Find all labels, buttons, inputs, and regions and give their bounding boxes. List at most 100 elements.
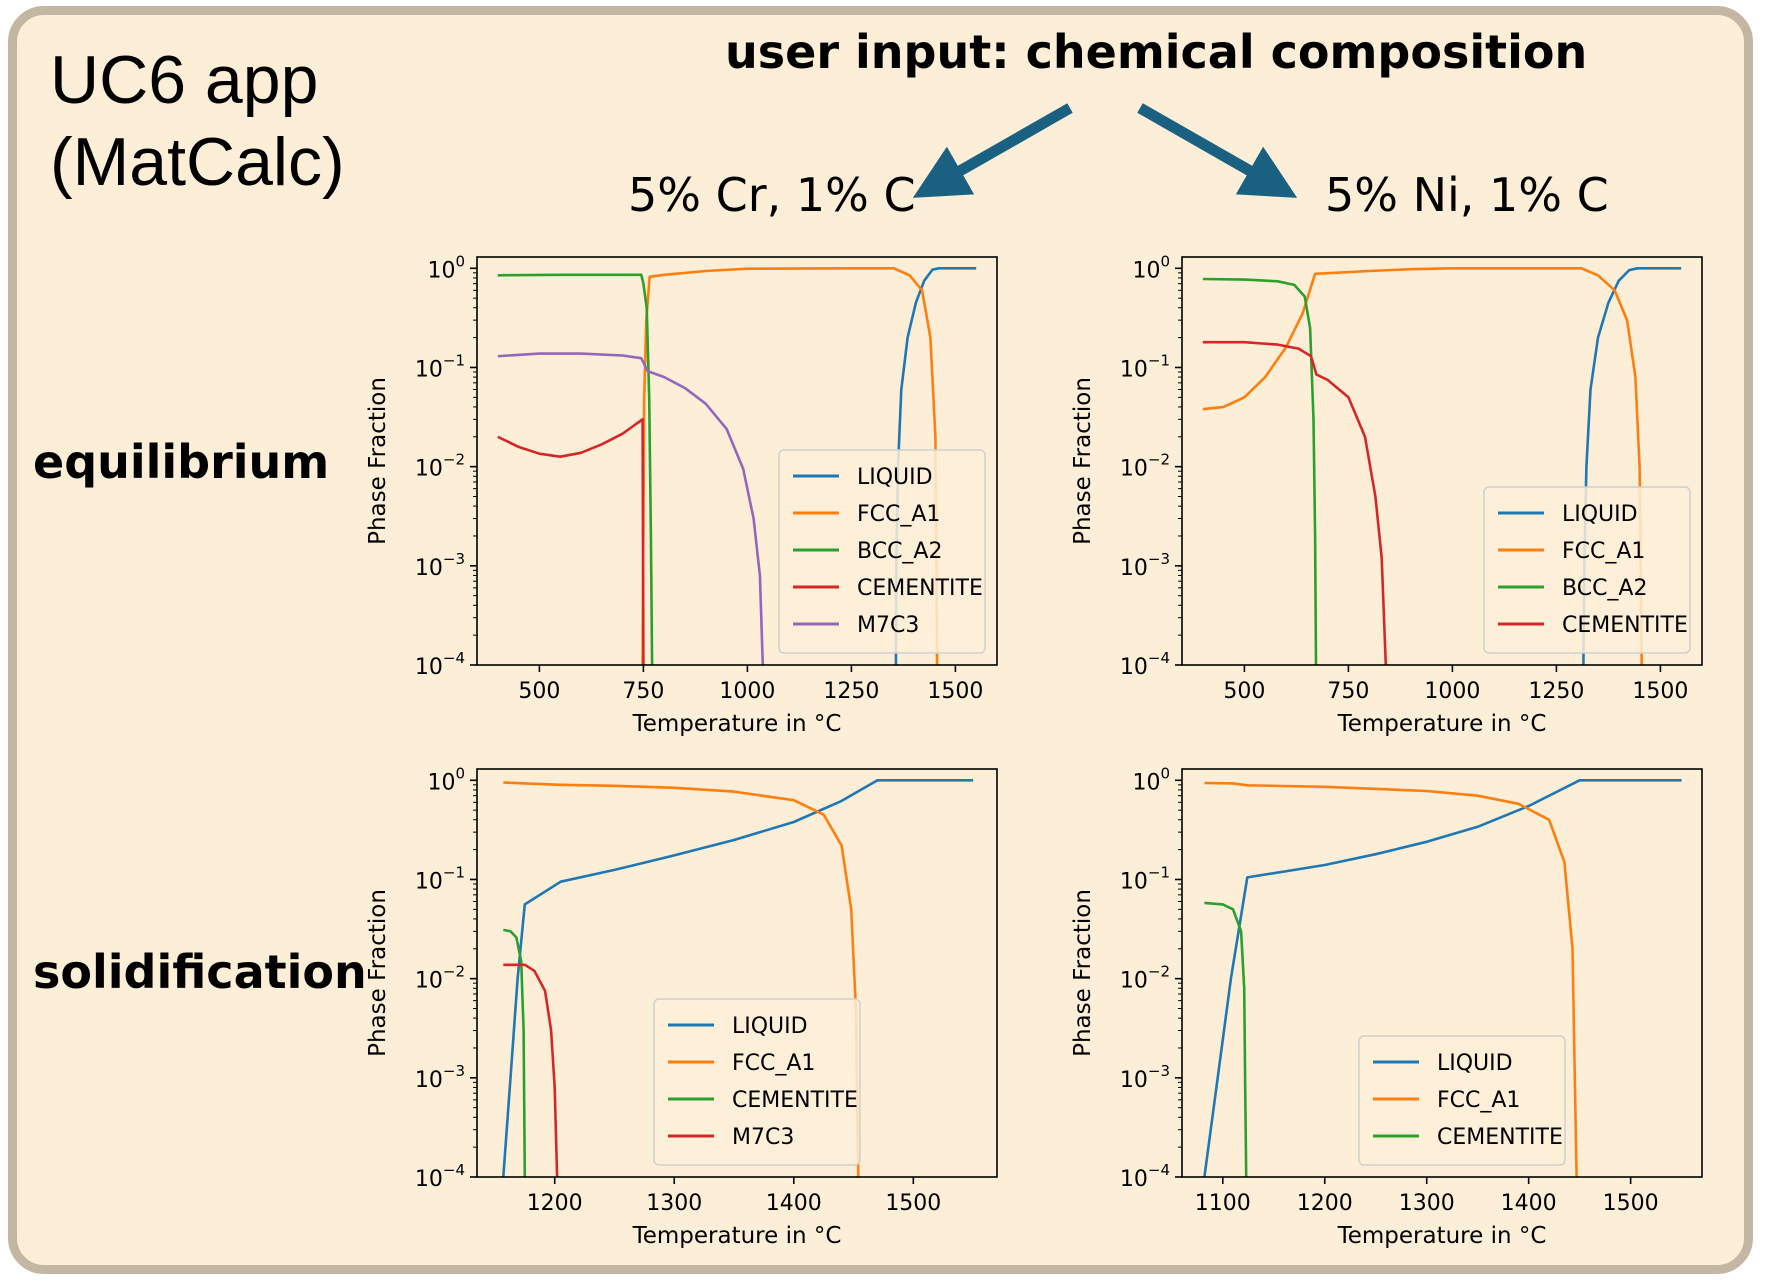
chart-0-series-bcc_a2 <box>497 273 654 665</box>
arrow-right-icon <box>1137 103 1298 198</box>
chart-0-xtick-label: 1000 <box>719 679 775 704</box>
chart-1-xlabel: Temperature in °C <box>1337 711 1547 737</box>
chart-3-xtick-label: 1300 <box>1399 1191 1455 1216</box>
chart-2-ytick-label: 10−4 <box>415 1161 465 1192</box>
chart-1-legend-label: BCC_A2 <box>1562 576 1647 601</box>
chart-0-ytick-label: 10−2 <box>415 451 465 482</box>
chart-2-series-fcc_a1 <box>503 781 860 1177</box>
chart-1-series-fcc_a1 <box>1202 267 1643 665</box>
chart-3-legend-box <box>1358 1035 1566 1166</box>
chart-2-ytick-label: 10−2 <box>415 963 465 994</box>
chart-0-legend-label: CEMENTITE <box>857 576 983 601</box>
chart-3-legend-label: CEMENTITE <box>1437 1125 1563 1150</box>
chart-1-xtick-label: 1250 <box>1528 679 1584 704</box>
chart-3-ytick-label: 10−2 <box>1120 963 1170 994</box>
chart-2-ytick-label: 100 <box>427 764 465 795</box>
chart-3-legend-label: FCC_A1 <box>1437 1088 1520 1113</box>
chart-1-series-bcc_a2 <box>1202 277 1318 665</box>
app-title-line1: UC6 app <box>50 42 319 118</box>
chart-2-xtick-label: 1300 <box>646 1191 702 1216</box>
chart-0-legend-label: FCC_A1 <box>857 502 940 527</box>
chart-0-legend-label: BCC_A2 <box>857 539 942 564</box>
chart-2-xtick-label: 1400 <box>766 1191 822 1216</box>
chart-3-xtick-label: 1500 <box>1603 1191 1659 1216</box>
chart-cr-equilibrium: 500 750 1000 1250 1500 100 10−1 10−2 10−3 10−4 Tem… <box>365 252 998 737</box>
chart-0-xtick-label: 500 <box>518 679 560 704</box>
composition-cr-label: 5% Cr, 1% C <box>628 168 916 222</box>
chart-2-axes-frame <box>476 768 998 1178</box>
chart-2-legend-label: CEMENTITE <box>732 1088 858 1113</box>
row-label-solidification: solidification <box>33 945 367 999</box>
chart-ni-equilibrium: 500 750 1000 1250 1500 100 10−1 10−2 10−3 10−4 Tem… <box>1070 252 1703 737</box>
chart-cr-solidification: 1200 1300 1400 1500 100 10−1 10−2 10−3 10−4 Tempe… <box>365 764 998 1249</box>
chart-0-xtick-label: 1250 <box>823 679 879 704</box>
chart-0-ytick-label: 10−1 <box>415 351 465 382</box>
chart-2-xtick-label: 1500 <box>885 1191 941 1216</box>
chart-0-ytick-label: 100 <box>427 252 465 283</box>
chart-1-legend-label: FCC_A1 <box>1562 539 1645 564</box>
chart-2-series-cementite <box>503 928 527 1177</box>
chart-2-xlabel: Temperature in °C <box>632 1223 842 1249</box>
chart-3-xtick-label: 1200 <box>1297 1191 1353 1216</box>
chart-2-legend-label: FCC_A1 <box>732 1051 815 1076</box>
chart-1-ytick-label: 10−1 <box>1120 351 1170 382</box>
chart-2-ytick-label: 10−1 <box>415 863 465 894</box>
chart-3-legend: LIQUID FCC_A1 CEMENTITE <box>1358 1035 1566 1166</box>
chart-1-xtick-label: 500 <box>1223 679 1265 704</box>
chart-2-legend-label: M7C3 <box>732 1125 794 1150</box>
chart-0-xtick-label: 1500 <box>927 679 983 704</box>
chart-1-legend-label: CEMENTITE <box>1562 613 1688 638</box>
chart-1-xtick-label: 750 <box>1327 679 1369 704</box>
chart-1-ytick-label: 10−2 <box>1120 451 1170 482</box>
chart-ni-solidification: 1100 1200 1300 1400 1500 100 10−1 10−2 10−3 10−4 T… <box>1070 764 1703 1249</box>
chart-0-ytick-label: 10−4 <box>415 649 465 680</box>
chart-1-legend-box <box>1483 486 1691 654</box>
chart-0-ylabel: Phase Fraction <box>365 377 391 545</box>
chart-1-legend-label: LIQUID <box>1562 502 1638 527</box>
chart-3-xtick-label: 1100 <box>1195 1191 1251 1216</box>
chart-0-series-m7c3 <box>497 352 765 665</box>
app-title-line2: (MatCalc) <box>50 123 345 200</box>
composition-ni-label: 5% Ni, 1% C <box>1325 168 1609 222</box>
chart-3-ylabel: Phase Fraction <box>1070 889 1096 1057</box>
arrow-left-icon <box>912 103 1073 198</box>
chart-0-series-fcc_a1 <box>641 267 939 665</box>
chart-3-ytick-label: 10−1 <box>1120 863 1170 894</box>
chart-1-xtick-label: 1500 <box>1632 679 1688 704</box>
chart-2-series-liquid <box>502 779 974 1177</box>
chart-2-legend: LIQUID FCC_A1 CEMENTITE M7C3 <box>653 998 861 1166</box>
chart-2-ylabel: Phase Fraction <box>365 889 391 1057</box>
chart-0-legend-label: M7C3 <box>857 613 919 638</box>
chart-1-axes-frame <box>1181 256 1703 666</box>
user-input-heading: user input: chemical composition <box>725 25 1588 79</box>
chart-3-xlabel: Temperature in °C <box>1337 1223 1547 1249</box>
chart-1-series-cementite <box>1202 340 1388 665</box>
chart-0-legend: LIQUID FCC_A1 BCC_A2 CEMENTITE M7C3 <box>778 449 986 654</box>
chart-1-ytick-label: 100 <box>1132 252 1170 283</box>
chart-0-legend-box <box>778 449 986 654</box>
chart-1-ytick-label: 10−4 <box>1120 649 1170 680</box>
chart-3-legend-label: LIQUID <box>1437 1051 1513 1076</box>
chart-1-ylabel: Phase Fraction <box>1070 377 1096 545</box>
chart-3-ytick-label: 100 <box>1132 764 1170 795</box>
chart-2-legend-label: LIQUID <box>732 1014 808 1039</box>
chart-0-axes-frame <box>476 256 998 666</box>
chart-0-xlabel: Temperature in °C <box>632 711 842 737</box>
chart-1-xtick-label: 1000 <box>1424 679 1480 704</box>
chart-2-series-m7c3 <box>503 963 559 1177</box>
chart-0-legend-label: LIQUID <box>857 465 933 490</box>
chart-2-legend-box <box>653 998 861 1166</box>
chart-3-axes-frame <box>1181 768 1703 1178</box>
app-title: UC6 app (MatCalc) <box>50 40 345 203</box>
chart-0-series-cementite <box>497 418 645 665</box>
chart-2-ytick-label: 10−3 <box>415 1062 465 1093</box>
chart-2-xtick-label: 1200 <box>527 1191 583 1216</box>
chart-1-legend: LIQUID FCC_A1 BCC_A2 CEMENTITE <box>1483 486 1691 654</box>
chart-3-ytick-label: 10−4 <box>1120 1161 1170 1192</box>
chart-1-ytick-label: 10−3 <box>1120 550 1170 581</box>
chart-3-ytick-label: 10−3 <box>1120 1062 1170 1093</box>
chart-0-xtick-label: 750 <box>622 679 664 704</box>
row-label-equilibrium: equilibrium <box>33 435 330 489</box>
chart-3-series-cementite <box>1204 901 1248 1177</box>
